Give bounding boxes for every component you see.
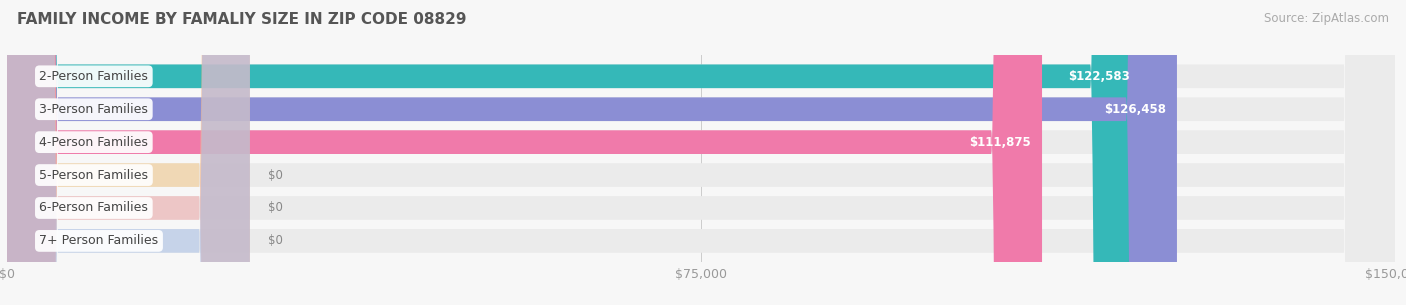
FancyBboxPatch shape (7, 0, 250, 305)
Text: 6-Person Families: 6-Person Families (39, 202, 148, 214)
Text: 2-Person Families: 2-Person Families (39, 70, 148, 83)
FancyBboxPatch shape (7, 0, 1395, 305)
FancyBboxPatch shape (7, 0, 1142, 305)
Text: $126,458: $126,458 (1104, 103, 1166, 116)
Text: $122,583: $122,583 (1069, 70, 1130, 83)
Text: FAMILY INCOME BY FAMALIY SIZE IN ZIP CODE 08829: FAMILY INCOME BY FAMALIY SIZE IN ZIP COD… (17, 12, 467, 27)
Text: $0: $0 (269, 235, 283, 247)
FancyBboxPatch shape (7, 0, 1395, 305)
Text: $111,875: $111,875 (969, 136, 1031, 149)
Text: 5-Person Families: 5-Person Families (39, 169, 149, 181)
Text: 4-Person Families: 4-Person Families (39, 136, 148, 149)
FancyBboxPatch shape (7, 0, 1395, 305)
FancyBboxPatch shape (7, 0, 1177, 305)
FancyBboxPatch shape (7, 0, 250, 305)
FancyBboxPatch shape (7, 0, 250, 305)
Text: $0: $0 (269, 202, 283, 214)
FancyBboxPatch shape (7, 0, 1395, 305)
Text: $0: $0 (269, 169, 283, 181)
Text: 3-Person Families: 3-Person Families (39, 103, 148, 116)
FancyBboxPatch shape (7, 0, 1395, 305)
FancyBboxPatch shape (7, 0, 1042, 305)
Text: Source: ZipAtlas.com: Source: ZipAtlas.com (1264, 12, 1389, 25)
Text: 7+ Person Families: 7+ Person Families (39, 235, 159, 247)
FancyBboxPatch shape (7, 0, 1395, 305)
